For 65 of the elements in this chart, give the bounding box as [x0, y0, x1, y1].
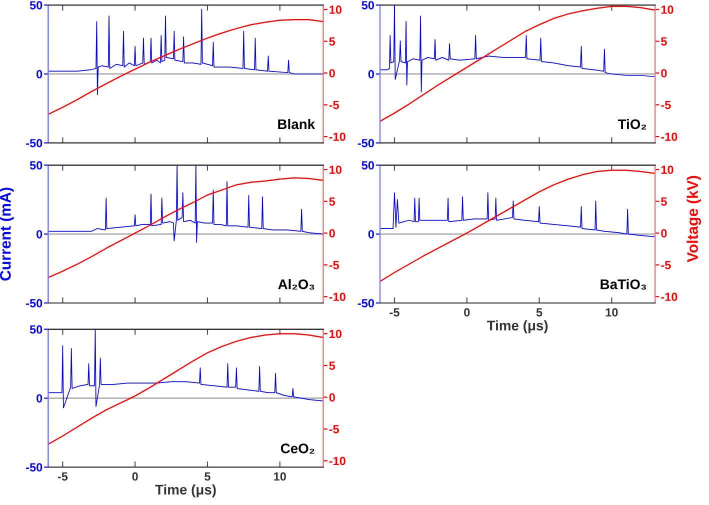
x-tick-label: 5 [536, 308, 542, 317]
y-tick-label: -50 [26, 463, 42, 472]
y2-tick-label: 0 [329, 393, 335, 402]
x-tick-label: 0 [132, 472, 138, 481]
y-tick-label: 0 [368, 70, 374, 78]
y2-tick-label: 0 [661, 229, 667, 238]
y2-tick-label: -10 [329, 132, 346, 141]
y2-tick-label: 0 [329, 229, 335, 238]
line-series [48, 165, 324, 243]
y2-tick-label: 10 [330, 330, 342, 338]
y-tick-label: 50 [30, 325, 42, 334]
line-series [48, 177, 324, 278]
y2-tick-label: -10 [329, 292, 346, 302]
y2-tick-label: -10 [661, 132, 678, 141]
x-tick-label: 5 [204, 472, 210, 481]
y2-tick-label: 10 [330, 166, 342, 174]
annotation: CeO₂ [280, 444, 314, 454]
y-tick-label: 0 [36, 70, 42, 78]
y-tick-label: 0 [36, 230, 42, 238]
annotation: BaTiO₃ [600, 279, 646, 290]
x-tick-label: -5 [58, 472, 68, 481]
y2-tick-label: 0 [661, 69, 667, 78]
line-series [48, 8, 324, 96]
y2-tick-label: -5 [661, 261, 671, 270]
y2-tick-label: 10 [330, 6, 342, 14]
line-series [380, 5, 656, 92]
y-tick-label: -50 [26, 138, 42, 148]
y2-tick-label: -10 [329, 456, 346, 466]
x-tick-label: 0 [464, 308, 470, 317]
x-axis-title: Time (μs) [486, 320, 548, 334]
y2-tick-label: 5 [329, 198, 336, 206]
y-tick-label: 50 [362, 1, 374, 10]
line-series [380, 192, 656, 238]
y-tick-label: -50 [26, 299, 42, 308]
y2-tick-label: 5 [661, 37, 667, 46]
y-tick-label: -50 [358, 299, 374, 308]
x-tick-label: 10 [274, 472, 286, 481]
y2-tick-label: 10 [661, 166, 674, 174]
y-axis-title: Current (mA) [0, 188, 14, 281]
y-tick-label: 50 [30, 1, 42, 10]
line-series [48, 19, 324, 115]
y2-axis-title: Voltage (kV) [686, 176, 702, 262]
y2-tick-label: 5 [329, 37, 336, 46]
x-tick-label: -5 [390, 308, 400, 317]
y-tick-label: 0 [36, 394, 42, 403]
y2-tick-label: -5 [329, 261, 340, 270]
annotation: Blank [278, 118, 316, 130]
y2-tick-label: 5 [329, 362, 336, 370]
annotation: TiO₂ [618, 118, 646, 130]
y2-tick-label: -5 [329, 100, 340, 110]
y2-tick-label: 5 [661, 198, 667, 206]
y-tick-label: 50 [30, 161, 42, 170]
line-series [48, 329, 324, 408]
x-axis-title: Time (μs) [155, 484, 216, 498]
y2-tick-label: -5 [329, 425, 340, 434]
y-tick-label: 50 [362, 161, 374, 170]
y2-tick-label: 10 [661, 6, 674, 14]
x-tick-label: 10 [606, 308, 618, 317]
y-tick-label: -50 [358, 138, 374, 148]
y2-tick-label: -10 [661, 292, 678, 302]
annotation: Al₂O₃ [278, 279, 314, 290]
line-series [48, 333, 324, 445]
y-tick-label: 0 [368, 230, 374, 238]
y2-tick-label: 0 [329, 69, 335, 78]
y2-tick-label: -5 [661, 100, 671, 110]
